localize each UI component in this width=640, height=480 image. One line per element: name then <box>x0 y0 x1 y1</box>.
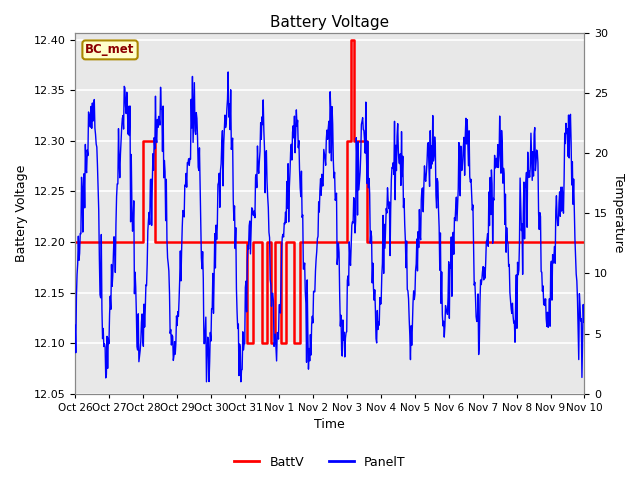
Text: BC_met: BC_met <box>85 43 134 56</box>
Title: Battery Voltage: Battery Voltage <box>270 15 389 30</box>
Y-axis label: Battery Voltage: Battery Voltage <box>15 165 28 262</box>
Y-axis label: Temperature: Temperature <box>612 173 625 253</box>
Legend: BattV, PanelT: BattV, PanelT <box>229 451 411 474</box>
X-axis label: Time: Time <box>314 419 345 432</box>
